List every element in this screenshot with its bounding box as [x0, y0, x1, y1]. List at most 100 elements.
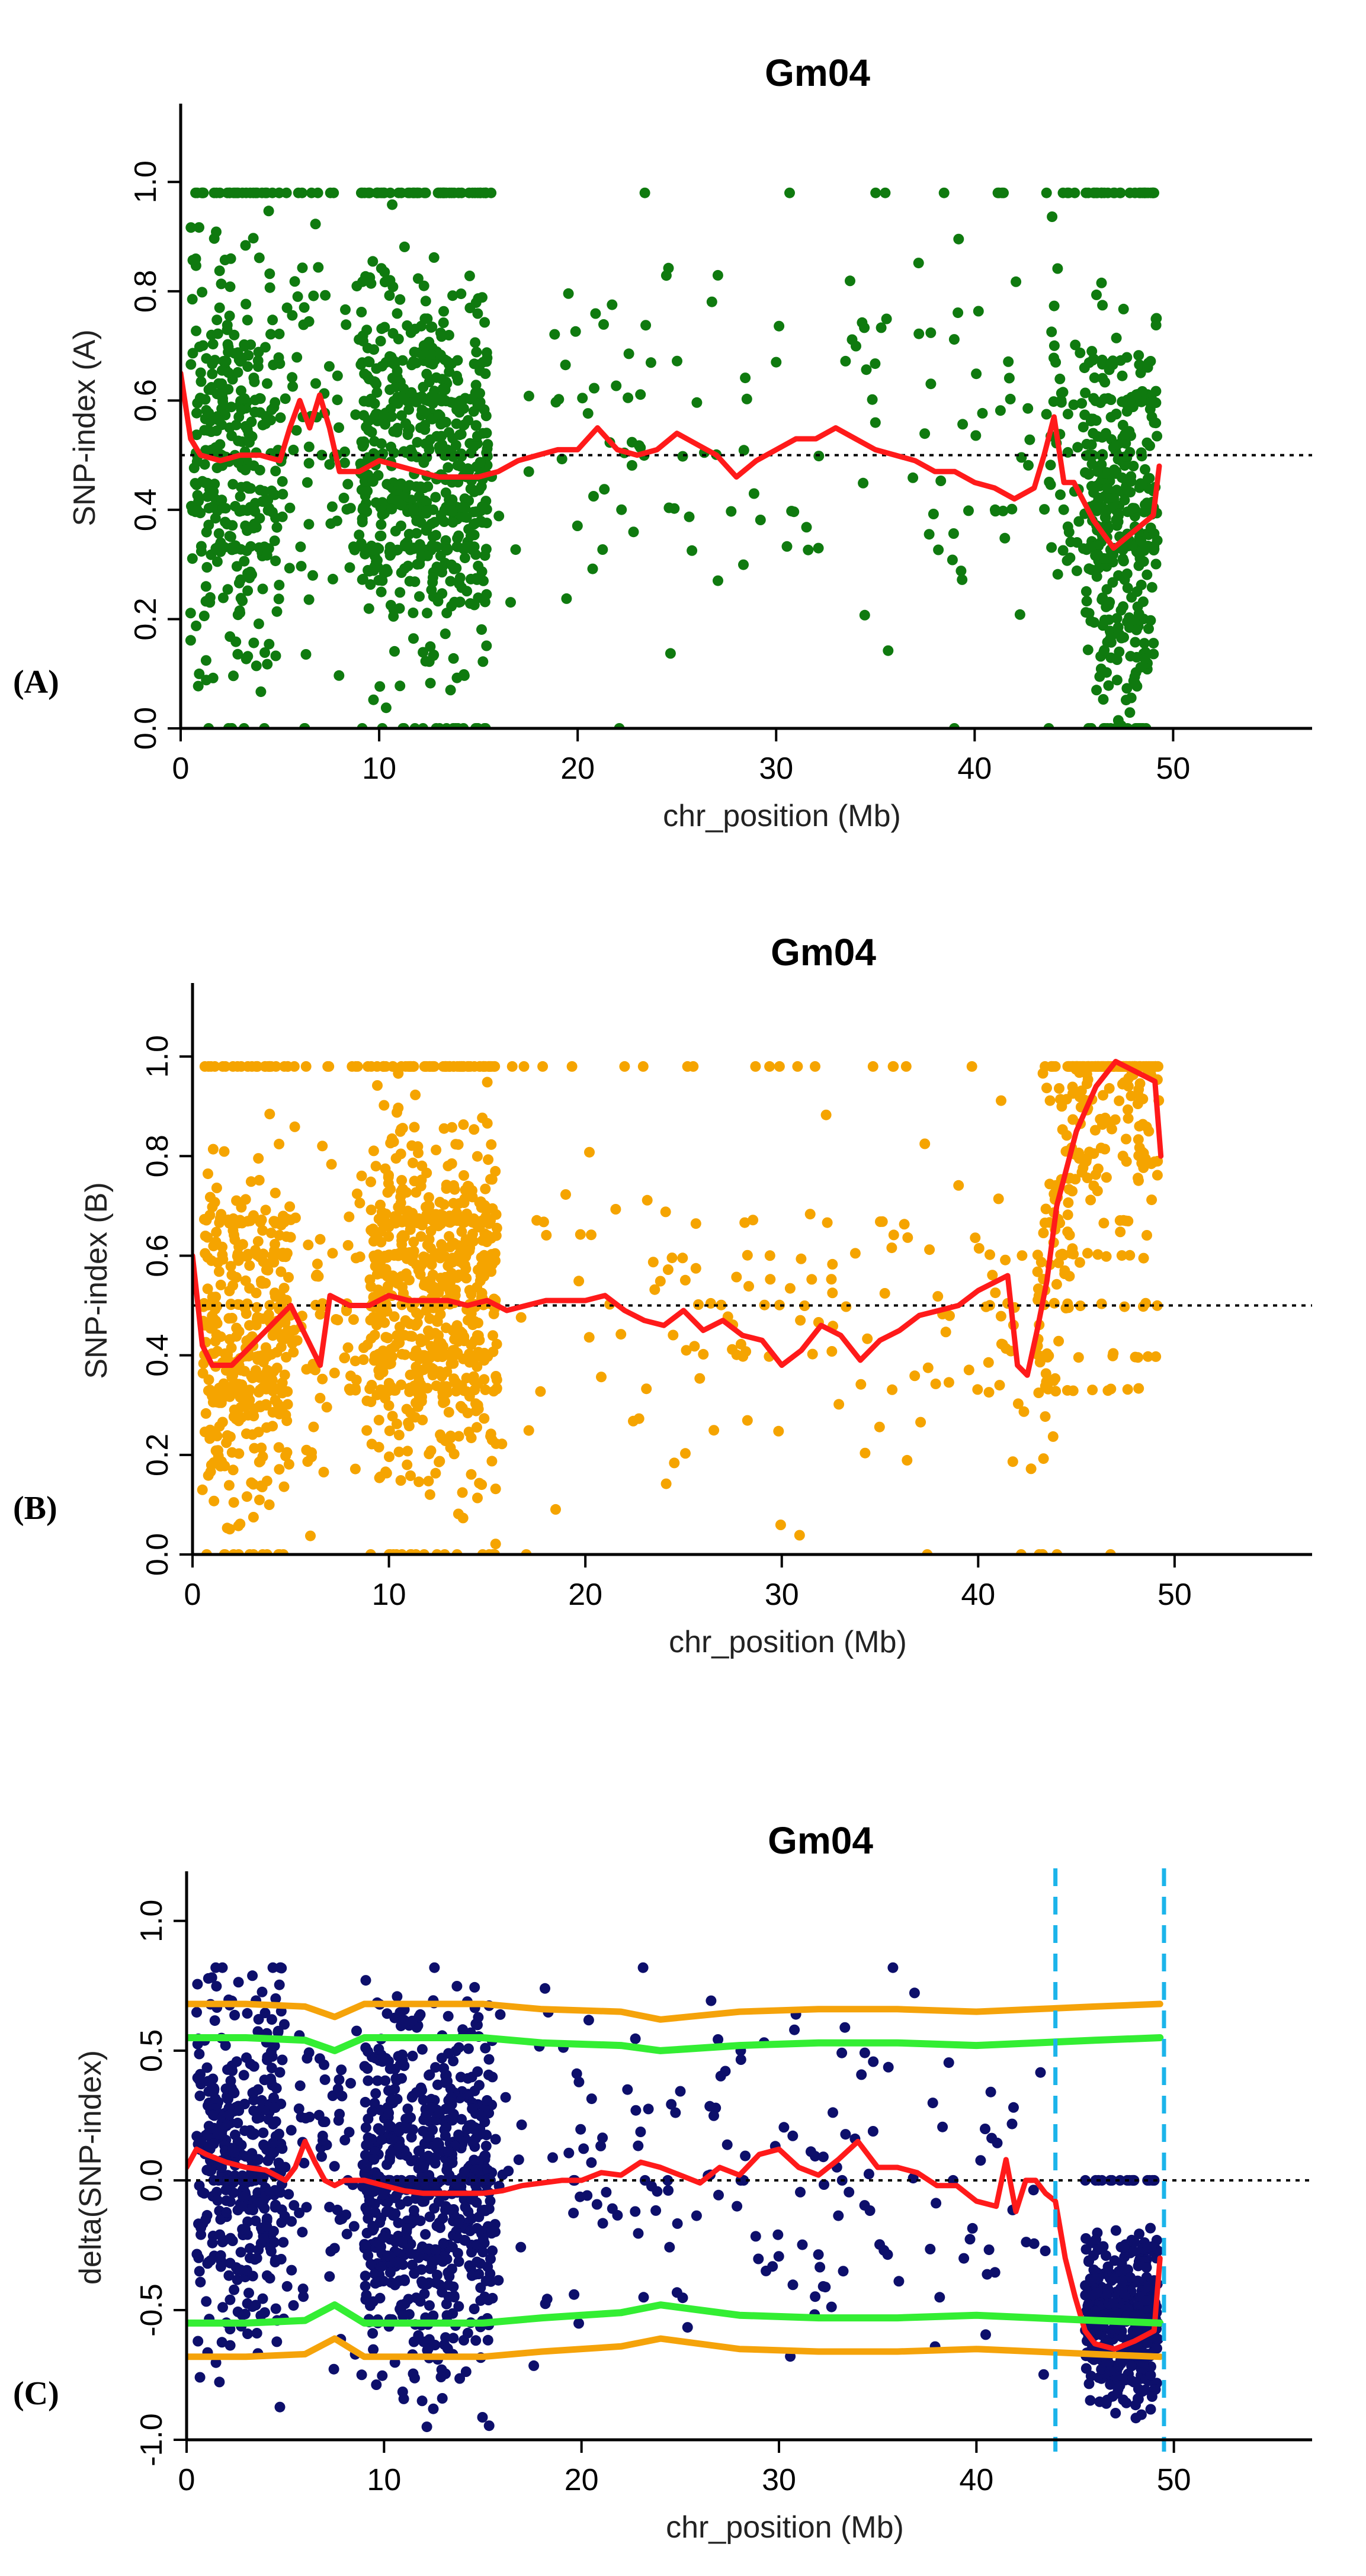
data-point — [810, 2291, 821, 2302]
data-point — [437, 1351, 448, 1363]
data-point — [404, 187, 415, 198]
data-point — [655, 1276, 666, 1287]
data-point — [393, 1248, 405, 1259]
data-point — [1081, 596, 1092, 607]
data-point — [862, 1333, 873, 1344]
data-point — [1001, 1343, 1012, 1354]
data-point — [232, 648, 243, 660]
data-point — [422, 2344, 433, 2356]
data-point — [433, 409, 444, 420]
data-point — [422, 1213, 433, 1225]
data-point — [1025, 1463, 1037, 1475]
data-point — [740, 372, 751, 384]
data-point — [1127, 503, 1139, 514]
data-point — [682, 2322, 693, 2333]
data-point — [445, 1442, 456, 1453]
scatter-points-A — [185, 187, 1163, 728]
data-point — [363, 1061, 373, 1072]
data-point — [928, 509, 939, 519]
data-point — [438, 306, 449, 317]
data-point — [416, 552, 427, 563]
data-point — [456, 1380, 467, 1391]
data-point — [1097, 372, 1108, 384]
data-point — [303, 458, 315, 469]
data-point — [1111, 674, 1123, 686]
data-point — [380, 1332, 392, 1343]
data-point — [1045, 460, 1056, 471]
data-point — [411, 1308, 422, 1319]
data-point — [1039, 504, 1050, 515]
data-point — [435, 1273, 446, 1284]
data-point — [481, 640, 492, 651]
data-point — [240, 240, 251, 251]
data-point — [435, 2372, 447, 2382]
data-point — [424, 1353, 435, 1364]
data-point — [436, 1239, 447, 1250]
data-point — [214, 302, 225, 313]
data-point — [738, 445, 749, 456]
data-point — [224, 310, 235, 322]
data-point — [1033, 1387, 1044, 1398]
data-point — [376, 1226, 387, 1237]
data-point — [385, 1184, 396, 1195]
data-point — [597, 544, 608, 555]
data-point — [305, 1530, 316, 1541]
data-point — [408, 1236, 419, 1248]
data-point — [212, 328, 223, 339]
data-point — [404, 576, 415, 587]
data-point — [303, 519, 315, 530]
data-point — [194, 2048, 205, 2060]
data-point — [470, 337, 481, 348]
data-point — [575, 1229, 586, 1240]
data-point — [421, 368, 432, 380]
data-point — [1117, 396, 1128, 407]
data-point — [257, 2293, 268, 2304]
data-point — [213, 1450, 224, 1462]
data-point — [456, 1226, 467, 1237]
data-point — [351, 2025, 362, 2037]
data-point — [287, 310, 298, 321]
data-point — [1111, 332, 1122, 343]
data-point — [193, 2336, 204, 2347]
data-point — [198, 1358, 209, 1369]
data-point — [416, 1160, 428, 1171]
data-point — [1057, 1248, 1068, 1260]
data-point — [370, 1161, 381, 1172]
data-point — [404, 1250, 415, 1261]
data-point — [249, 407, 261, 417]
data-point — [445, 1286, 456, 1297]
data-point — [226, 542, 237, 554]
data-point — [409, 2372, 420, 2384]
data-point — [472, 1361, 483, 1372]
data-point — [244, 1260, 255, 1271]
data-point — [1107, 2174, 1118, 2186]
data-point — [294, 2207, 305, 2218]
data-point — [1110, 2225, 1121, 2236]
data-point — [207, 1321, 218, 1332]
data-point — [372, 1234, 383, 1245]
data-point — [469, 2304, 480, 2314]
data-point — [415, 2296, 426, 2307]
data-point — [365, 1225, 377, 1236]
data-point — [1141, 569, 1153, 580]
data-point — [214, 265, 225, 277]
data-point — [340, 304, 351, 315]
data-point — [308, 1421, 319, 1432]
x-axis-label-B: chr_position (Mb) — [669, 1625, 907, 1659]
data-point — [748, 1215, 759, 1226]
data-point — [407, 2124, 418, 2135]
data-point — [211, 1183, 222, 1193]
data-point — [1107, 577, 1118, 588]
data-point — [268, 2147, 280, 2158]
data-point — [386, 493, 397, 505]
data-point — [411, 1187, 422, 1198]
data-point — [365, 1176, 376, 1187]
data-point — [1056, 397, 1067, 408]
data-point — [805, 2146, 816, 2157]
data-point — [466, 1469, 477, 1480]
data-point — [414, 591, 425, 602]
data-point — [787, 2279, 799, 2291]
data-point — [358, 439, 370, 451]
data-point — [269, 1287, 280, 1299]
data-point — [1137, 2386, 1148, 2397]
